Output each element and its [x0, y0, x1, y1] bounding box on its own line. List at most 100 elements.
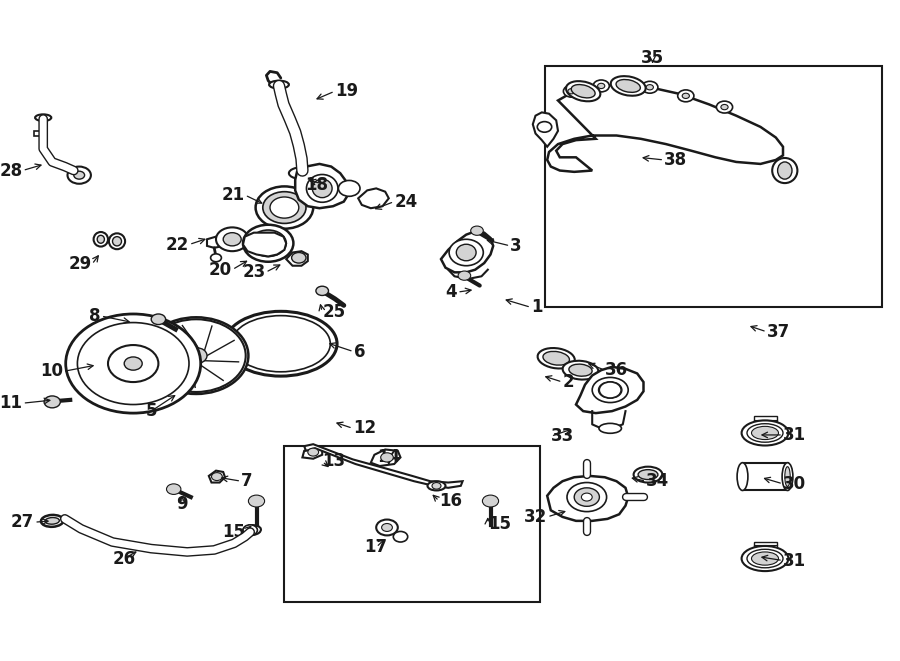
Circle shape: [721, 104, 728, 110]
Polygon shape: [358, 188, 389, 208]
Ellipse shape: [109, 233, 125, 249]
Ellipse shape: [737, 463, 748, 490]
Bar: [742, 463, 788, 490]
Circle shape: [458, 271, 471, 280]
Ellipse shape: [306, 175, 338, 202]
Ellipse shape: [543, 352, 570, 365]
Text: 9: 9: [176, 494, 187, 513]
Text: 8: 8: [89, 307, 101, 325]
Circle shape: [270, 197, 299, 218]
Circle shape: [263, 192, 306, 223]
Circle shape: [642, 81, 658, 93]
Ellipse shape: [537, 348, 575, 368]
Text: 2: 2: [562, 373, 574, 391]
Text: 27: 27: [11, 513, 34, 531]
Ellipse shape: [566, 81, 600, 101]
Circle shape: [432, 483, 441, 489]
Ellipse shape: [428, 481, 446, 490]
Ellipse shape: [772, 158, 797, 183]
Text: 32: 32: [524, 508, 547, 526]
Circle shape: [482, 495, 499, 507]
Text: 19: 19: [335, 82, 358, 100]
Polygon shape: [295, 164, 349, 208]
Circle shape: [211, 254, 221, 262]
Ellipse shape: [569, 364, 592, 376]
Circle shape: [581, 493, 592, 501]
Text: 23: 23: [242, 263, 266, 282]
Polygon shape: [576, 367, 644, 413]
Circle shape: [338, 180, 360, 196]
Circle shape: [563, 85, 580, 97]
Polygon shape: [209, 471, 225, 483]
Circle shape: [257, 235, 279, 251]
Ellipse shape: [752, 426, 778, 440]
Circle shape: [471, 226, 483, 235]
Text: 4: 4: [446, 283, 457, 301]
Circle shape: [243, 225, 293, 262]
Ellipse shape: [752, 552, 778, 565]
Polygon shape: [441, 231, 493, 272]
Bar: [754, 416, 777, 423]
Circle shape: [393, 531, 408, 542]
Bar: [544, 66, 882, 307]
Ellipse shape: [312, 179, 332, 198]
Ellipse shape: [742, 546, 788, 571]
Circle shape: [574, 488, 599, 506]
Circle shape: [74, 171, 85, 179]
Text: 35: 35: [641, 49, 664, 67]
Ellipse shape: [449, 239, 483, 266]
Circle shape: [151, 314, 166, 325]
Ellipse shape: [231, 316, 330, 371]
Circle shape: [316, 286, 328, 295]
Text: 6: 6: [354, 342, 365, 361]
Ellipse shape: [785, 467, 790, 486]
Circle shape: [216, 227, 248, 251]
Circle shape: [646, 85, 653, 90]
Ellipse shape: [94, 232, 108, 247]
Circle shape: [382, 524, 392, 531]
Ellipse shape: [97, 235, 104, 243]
Ellipse shape: [45, 518, 59, 524]
Polygon shape: [243, 233, 286, 256]
Ellipse shape: [41, 515, 63, 527]
Circle shape: [256, 186, 313, 229]
Ellipse shape: [592, 377, 628, 403]
Circle shape: [108, 345, 158, 382]
Text: 11: 11: [0, 394, 22, 412]
Text: 7: 7: [241, 472, 253, 490]
Circle shape: [124, 357, 142, 370]
Text: 38: 38: [664, 151, 688, 169]
Polygon shape: [207, 237, 223, 248]
Ellipse shape: [572, 85, 595, 98]
Ellipse shape: [782, 463, 793, 490]
Circle shape: [248, 495, 265, 507]
Circle shape: [678, 90, 694, 102]
Ellipse shape: [778, 162, 792, 179]
Ellipse shape: [225, 311, 337, 376]
Text: 16: 16: [439, 492, 463, 510]
Circle shape: [223, 233, 241, 246]
Text: 12: 12: [353, 419, 376, 438]
Text: 37: 37: [767, 323, 790, 341]
Polygon shape: [302, 446, 322, 459]
Circle shape: [166, 484, 181, 494]
Circle shape: [292, 253, 306, 263]
Text: 17: 17: [364, 538, 388, 557]
Ellipse shape: [243, 525, 261, 535]
Polygon shape: [371, 449, 400, 466]
Text: 3: 3: [510, 237, 522, 255]
Polygon shape: [547, 85, 783, 172]
Ellipse shape: [35, 114, 51, 121]
Polygon shape: [533, 112, 558, 147]
Bar: [754, 542, 777, 549]
Polygon shape: [286, 251, 308, 266]
Text: 10: 10: [40, 362, 63, 381]
Text: 14: 14: [377, 448, 400, 467]
Circle shape: [144, 317, 248, 394]
Polygon shape: [547, 476, 628, 521]
Ellipse shape: [269, 81, 289, 89]
Circle shape: [77, 323, 189, 405]
Ellipse shape: [599, 423, 621, 434]
Ellipse shape: [742, 420, 788, 446]
Text: 29: 29: [68, 255, 92, 274]
